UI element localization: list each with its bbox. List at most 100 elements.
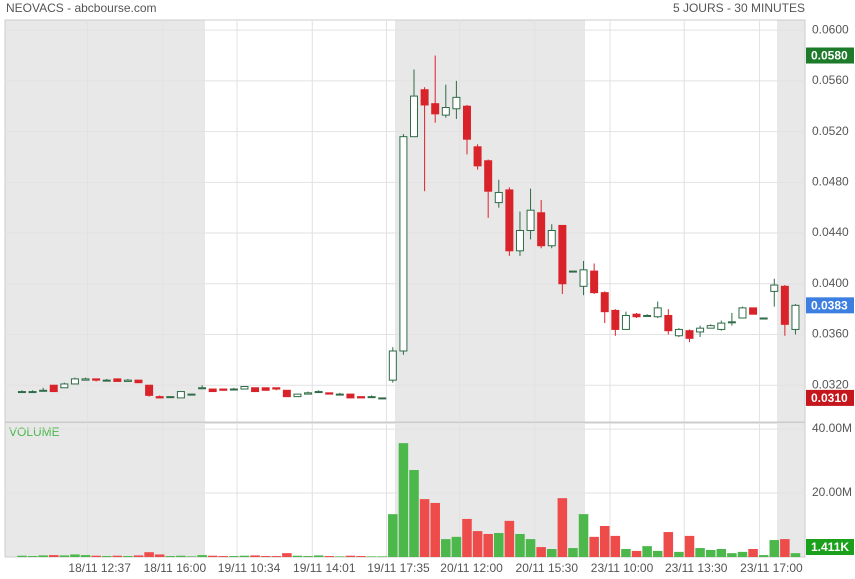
x-tick-label: 23/11 17:00 — [740, 561, 803, 575]
candle-body — [611, 309, 620, 330]
candle-body — [155, 396, 164, 399]
volume-bar — [197, 555, 207, 557]
volume-bar — [621, 549, 631, 557]
candle-body — [229, 388, 238, 391]
volume-bar — [568, 548, 578, 557]
candle-body — [791, 304, 800, 330]
volume-bar — [292, 555, 303, 557]
candle-body — [134, 379, 143, 384]
volume-bar — [366, 556, 377, 557]
volume-bar — [695, 548, 705, 557]
candle-body — [706, 325, 715, 329]
y-tick-label: 0.0560 — [812, 73, 849, 87]
candle-body — [441, 107, 450, 116]
volume-bar — [663, 532, 674, 557]
y-tick-label: 40.00M — [812, 421, 852, 435]
chart-subtitle: 5 JOURS - 30 MINUTES — [673, 1, 805, 15]
candle-body — [473, 146, 482, 167]
y-tick-label: 0.0440 — [812, 225, 849, 239]
volume-bar — [652, 550, 663, 557]
candle-body — [176, 391, 185, 399]
candle-body — [717, 322, 726, 330]
candle-body — [325, 392, 334, 395]
volume-bar — [17, 555, 27, 557]
candle-body — [388, 350, 397, 381]
volume-bar — [27, 556, 38, 557]
candle-body — [749, 307, 758, 315]
session-shade — [777, 20, 805, 422]
candle-body — [759, 317, 768, 320]
volume-badge-label: 1.411K — [811, 540, 849, 554]
volume-bar — [59, 555, 70, 557]
volume-bar — [610, 535, 621, 557]
price-badge — [806, 389, 854, 406]
volume-bar — [578, 514, 589, 557]
volume-bar — [536, 547, 546, 557]
candle-body — [251, 387, 260, 393]
candle-body — [304, 392, 313, 395]
volume-bar — [716, 549, 727, 557]
candle-body — [410, 95, 419, 138]
candle-body — [346, 393, 355, 399]
volume-bar — [525, 539, 536, 557]
volume-bar — [705, 549, 716, 557]
volume-bar — [186, 556, 197, 557]
volume-bar — [441, 539, 451, 557]
price-badge-label: 0.0310 — [811, 391, 848, 405]
candle-body — [145, 384, 154, 396]
volume-bar — [557, 498, 568, 557]
volume-bar — [144, 552, 154, 557]
candle-body — [420, 89, 429, 106]
candle-body — [399, 136, 408, 352]
session-shade — [5, 20, 205, 422]
volume-badge — [806, 539, 854, 555]
volume-bar — [303, 556, 313, 557]
candle-body — [600, 292, 609, 313]
candle-body — [674, 328, 683, 337]
x-tick-label: 19/11 10:34 — [218, 561, 281, 575]
volume-bar — [345, 555, 356, 557]
volume-bar — [218, 556, 229, 557]
volume-bar — [101, 556, 112, 557]
candle-body — [378, 397, 387, 400]
x-tick-label: 23/11 13:30 — [665, 561, 728, 575]
candle-body — [261, 387, 270, 391]
volume-bar — [398, 443, 409, 557]
volume-bar — [38, 555, 48, 557]
candle-body — [462, 105, 471, 140]
candle-body — [102, 379, 111, 382]
candle-body — [92, 378, 101, 381]
volume-bar — [769, 540, 780, 557]
volume-bar — [504, 520, 515, 557]
volume-bar — [589, 536, 599, 557]
price-badge-label: 0.0580 — [811, 49, 848, 63]
volume-bar — [430, 502, 440, 557]
volume-bar — [546, 549, 557, 557]
candle-body — [70, 378, 79, 385]
x-tick-label: 23/11 10:00 — [591, 561, 654, 575]
candle-body — [113, 378, 122, 382]
candle-body — [696, 327, 705, 333]
price-panel — [4, 19, 806, 423]
volume-bar — [324, 556, 335, 557]
volume-bar — [780, 539, 790, 557]
volume-bar — [271, 556, 282, 557]
volume-label: VOLUME — [9, 425, 60, 439]
volume-bar — [112, 555, 123, 557]
candle-body — [272, 387, 281, 390]
candle-body — [39, 389, 48, 392]
volume-bar — [388, 514, 398, 557]
candle-body — [568, 270, 577, 273]
candle-body — [367, 396, 376, 399]
candle-body — [685, 330, 694, 339]
chart-title: NEOVACS - abcbourse.com — [6, 1, 157, 15]
volume-bar — [790, 553, 801, 557]
candle-body — [208, 388, 217, 393]
candle-body — [643, 314, 652, 317]
volume-bar — [260, 556, 271, 557]
volume-bar — [282, 553, 292, 557]
volume-bar — [472, 531, 483, 557]
y-tick-label: 0.0320 — [812, 377, 849, 391]
candle-body — [293, 393, 302, 398]
y-tick-label: 0.0600 — [812, 22, 849, 36]
